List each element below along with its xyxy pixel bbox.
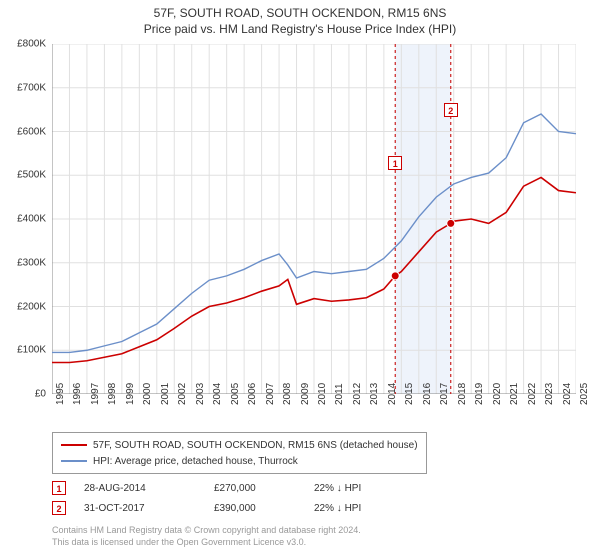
- x-tick-label: 2015: [404, 383, 415, 405]
- y-tick-label: £700K: [0, 82, 46, 93]
- row-date: 31-OCT-2017: [84, 503, 214, 514]
- row-marker: 1: [52, 481, 66, 495]
- x-tick-label: 2018: [457, 383, 468, 405]
- legend-swatch: [61, 460, 87, 462]
- table-row: 1 28-AUG-2014 £270,000 22% ↓ HPI: [52, 478, 434, 498]
- row-marker: 2: [52, 501, 66, 515]
- table-row: 2 31-OCT-2017 £390,000 22% ↓ HPI: [52, 498, 434, 518]
- x-tick-label: 1998: [107, 383, 118, 405]
- legend-swatch: [61, 444, 87, 446]
- footer-line: Contains HM Land Registry data © Crown c…: [52, 524, 361, 536]
- row-pct: 22% ↓ HPI: [314, 483, 434, 494]
- footer-line: This data is licensed under the Open Gov…: [52, 536, 361, 548]
- x-tick-label: 2023: [544, 383, 555, 405]
- row-price: £270,000: [214, 483, 314, 494]
- title-address: 57F, SOUTH ROAD, SOUTH OCKENDON, RM15 6N…: [0, 6, 600, 20]
- x-tick-label: 2024: [562, 383, 573, 405]
- x-tick-label: 2021: [509, 383, 520, 405]
- chart-svg: [52, 44, 576, 394]
- x-tick-label: 2007: [265, 383, 276, 405]
- x-tick-label: 2025: [579, 383, 590, 405]
- marker-label: 1: [388, 156, 402, 170]
- title-subtitle: Price paid vs. HM Land Registry's House …: [0, 22, 600, 36]
- y-tick-label: £100K: [0, 345, 46, 356]
- x-tick-label: 2016: [422, 383, 433, 405]
- legend-label: HPI: Average price, detached house, Thur…: [93, 456, 298, 467]
- x-tick-label: 2003: [195, 383, 206, 405]
- x-tick-label: 2010: [317, 383, 328, 405]
- transaction-table: 1 28-AUG-2014 £270,000 22% ↓ HPI 2 31-OC…: [52, 478, 434, 518]
- x-tick-label: 2008: [282, 383, 293, 405]
- x-tick-label: 2000: [142, 383, 153, 405]
- x-tick-label: 2017: [439, 383, 450, 405]
- x-tick-label: 1995: [55, 383, 66, 405]
- row-date: 28-AUG-2014: [84, 483, 214, 494]
- marker-label: 2: [444, 103, 458, 117]
- y-tick-label: £800K: [0, 39, 46, 50]
- x-tick-label: 2006: [247, 383, 258, 405]
- y-tick-label: £200K: [0, 301, 46, 312]
- titles: 57F, SOUTH ROAD, SOUTH OCKENDON, RM15 6N…: [0, 0, 600, 36]
- row-pct: 22% ↓ HPI: [314, 503, 434, 514]
- x-tick-label: 1999: [125, 383, 136, 405]
- x-tick-label: 2001: [160, 383, 171, 405]
- x-tick-label: 2002: [177, 383, 188, 405]
- y-tick-label: £0: [0, 389, 46, 400]
- chart-container: 57F, SOUTH ROAD, SOUTH OCKENDON, RM15 6N…: [0, 0, 600, 560]
- y-tick-label: £400K: [0, 214, 46, 225]
- x-tick-label: 2012: [352, 383, 363, 405]
- x-tick-label: 2013: [369, 383, 380, 405]
- legend-item: HPI: Average price, detached house, Thur…: [61, 453, 418, 469]
- attribution-footer: Contains HM Land Registry data © Crown c…: [52, 524, 361, 548]
- x-tick-label: 1996: [72, 383, 83, 405]
- x-tick-label: 2014: [387, 383, 398, 405]
- x-tick-label: 2022: [527, 383, 538, 405]
- legend: 57F, SOUTH ROAD, SOUTH OCKENDON, RM15 6N…: [52, 432, 427, 474]
- x-tick-label: 2011: [334, 383, 345, 405]
- legend-item: 57F, SOUTH ROAD, SOUTH OCKENDON, RM15 6N…: [61, 437, 418, 453]
- row-price: £390,000: [214, 503, 314, 514]
- chart-area: 12£0£100K£200K£300K£400K£500K£600K£700K£…: [52, 44, 576, 394]
- x-tick-label: 1997: [90, 383, 101, 405]
- x-tick-label: 2019: [474, 383, 485, 405]
- x-tick-label: 2020: [492, 383, 503, 405]
- y-tick-label: £600K: [0, 126, 46, 137]
- y-tick-label: £300K: [0, 257, 46, 268]
- legend-label: 57F, SOUTH ROAD, SOUTH OCKENDON, RM15 6N…: [93, 440, 418, 451]
- x-tick-label: 2004: [212, 383, 223, 405]
- y-tick-label: £500K: [0, 170, 46, 181]
- x-tick-label: 2005: [230, 383, 241, 405]
- x-tick-label: 2009: [300, 383, 311, 405]
